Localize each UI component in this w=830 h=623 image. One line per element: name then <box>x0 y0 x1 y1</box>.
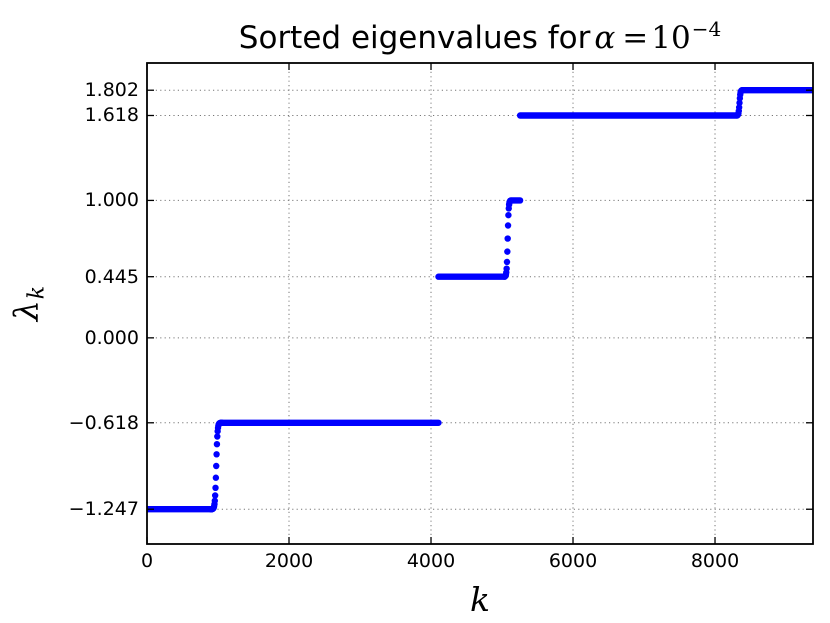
y-axis-label: λk <box>6 286 50 322</box>
eigenvalue-point <box>503 265 510 272</box>
x-tick-label: 6000 <box>548 550 598 572</box>
lambda-subscript: k <box>24 285 50 300</box>
eigenvalue-point <box>211 492 219 499</box>
eigenvalue-point <box>212 484 219 492</box>
chart-title-text: Sorted eigenvalues for <box>238 20 591 56</box>
x-tick-label: 0 <box>140 550 154 572</box>
x-tick-label: 4000 <box>406 550 456 572</box>
y-tick-label: 1.802 <box>84 79 139 102</box>
eigenvalue-point <box>735 104 743 111</box>
axes-spines <box>146 62 814 545</box>
chart-title: Sorted eigenvalues for α =10−4 <box>147 17 813 56</box>
y-tick-label: −0.618 <box>68 411 139 434</box>
gridlines <box>146 63 813 544</box>
exponent-base: 10 <box>651 20 691 56</box>
x-tick-label: 2000 <box>264 550 314 572</box>
lambda-symbol: λ <box>6 300 46 322</box>
eigenvalue-point <box>504 222 512 229</box>
exponent-value: −4 <box>691 17 722 41</box>
eigenvalue-point <box>214 433 221 440</box>
eigenvalue-point <box>504 248 511 255</box>
eigenvalue-point <box>504 235 511 242</box>
equals-symbol: = <box>622 20 649 56</box>
eigenvalue-point <box>213 451 220 458</box>
eigenvalue-point <box>211 497 219 504</box>
y-tick-label: 1.618 <box>84 104 139 127</box>
eigenvalue-point <box>212 474 220 481</box>
eigenvalue-point <box>213 440 221 448</box>
data-series <box>147 87 813 513</box>
eigenvalue-point <box>503 258 511 266</box>
eigenvalue-point <box>213 462 220 470</box>
y-tick-label: 0.445 <box>84 265 139 288</box>
y-tick-label: −1.247 <box>68 498 139 521</box>
y-tick-label: 0.000 <box>84 326 139 349</box>
tick-marks <box>146 63 813 544</box>
y-tick-label: 1.000 <box>84 189 139 212</box>
x-axis-label: k <box>470 580 490 619</box>
eigenvalue-point <box>505 211 512 219</box>
eigenvalue-point <box>736 99 743 107</box>
x-tick-label: 8000 <box>690 550 740 572</box>
alpha-symbol: α <box>594 20 616 56</box>
